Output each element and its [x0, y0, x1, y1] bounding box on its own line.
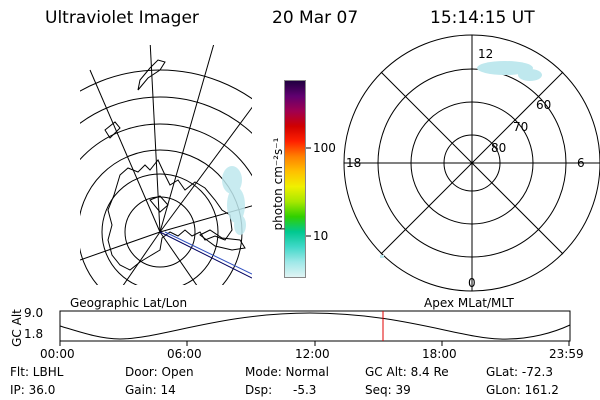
time-label: 15:14:15 UT [430, 8, 535, 28]
mode-info: Mode: Normal [245, 365, 329, 379]
timeline-tick-3: 18:00 [422, 347, 457, 361]
timeline-tick-0: 00:00 [40, 347, 75, 361]
colorbar-tick-100: 100 [313, 141, 336, 155]
timeline-right-label: Apex MLat/MLT [424, 296, 514, 310]
timeline-tick-4: 23:59 [549, 347, 584, 361]
timeline-tick-1: 06:00 [167, 347, 202, 361]
mlt-label-12: 12 [478, 47, 494, 61]
date-label: 20 Mar 07 [272, 8, 359, 28]
lat-label-80: 80 [491, 141, 507, 155]
mlt-label-6: 6 [577, 156, 585, 170]
timeline-y-bottom: 1.8 [24, 327, 44, 341]
glon-info: GLon: 161.2 [486, 383, 559, 397]
lat-label-60: 60 [536, 98, 552, 112]
timeline-tick-2: 12:00 [295, 347, 330, 361]
gain-info: Gain: 14 [125, 383, 176, 397]
mlt-label-0: 0 [468, 276, 476, 290]
gc-alt-info: GC Alt: 8.4 Re [365, 365, 449, 379]
dsp-label: Dsp: [245, 383, 273, 397]
ip-info: IP: 36.0 [10, 383, 56, 397]
lat-label-70: 70 [513, 120, 529, 134]
glat-info: GLat: -72.3 [486, 365, 553, 379]
timeline-y-top: 9.0 [24, 306, 44, 320]
seq-info: Seq: 39 [365, 383, 411, 397]
door-info: Door: Open [125, 365, 194, 379]
filter-info: Flt: LBHL [10, 365, 64, 379]
dsp-value: -5.3 [293, 383, 317, 397]
colorbar [284, 80, 306, 278]
instrument-title: Ultraviolet Imager [45, 8, 199, 28]
colorbar-tick-10: 10 [313, 229, 329, 243]
timeline-left-label: Geographic Lat/Lon [70, 296, 188, 310]
mlt-label-18: 18 [346, 156, 362, 170]
